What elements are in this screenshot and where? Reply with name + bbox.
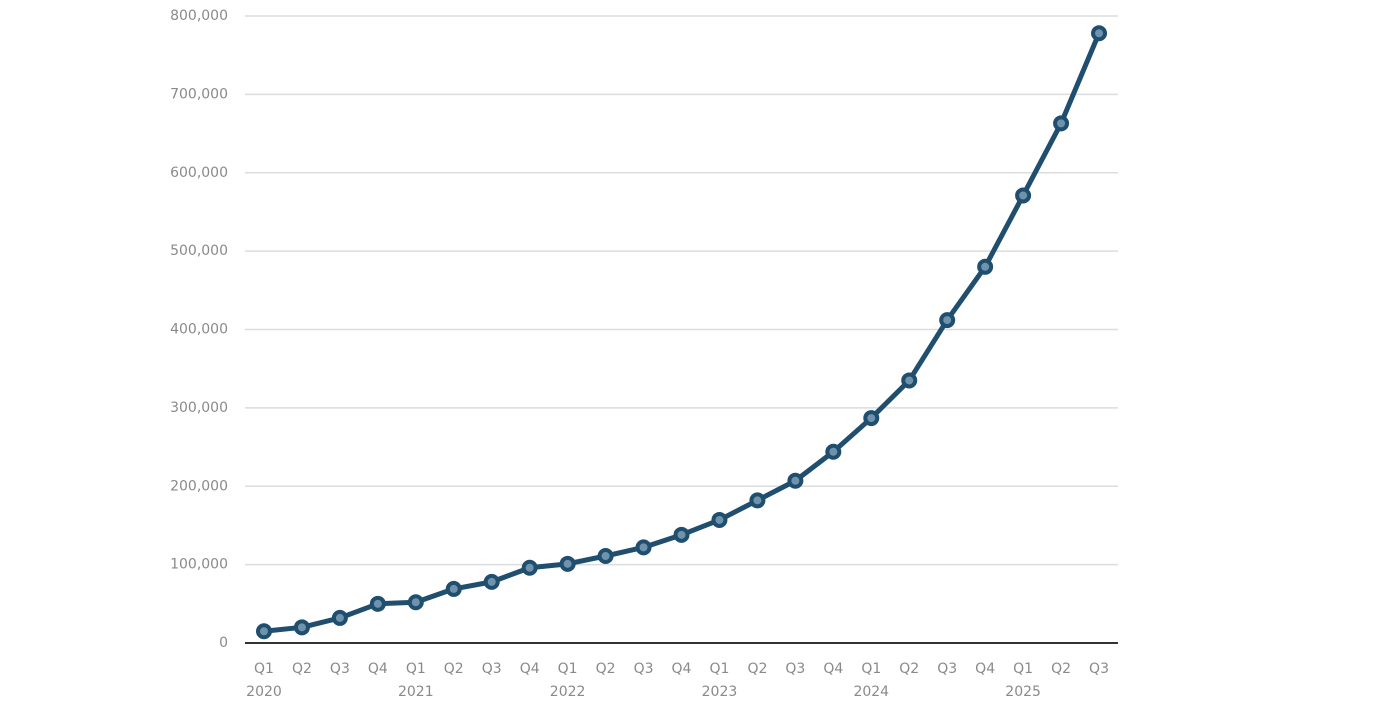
x-tick-label: Q3 <box>937 661 957 677</box>
y-tick-label: 800,000 <box>170 8 228 24</box>
data-point <box>787 472 804 489</box>
x-tick-label: Q4 <box>520 661 540 677</box>
data-point <box>407 594 424 611</box>
x-group-label: 2024 <box>853 684 889 700</box>
x-tick-label: Q4 <box>823 661 843 677</box>
x-tick-label: Q3 <box>482 661 502 677</box>
data-point <box>1053 115 1070 132</box>
x-tick-label: Q1 <box>1013 661 1033 677</box>
x-group-label: 2021 <box>398 684 434 700</box>
x-group-label: 2025 <box>1005 684 1041 700</box>
y-tick-label: 100,000 <box>170 557 228 573</box>
x-tick-label: Q1 <box>558 661 578 677</box>
data-point <box>483 573 500 590</box>
data-point <box>749 492 766 509</box>
data-point <box>1015 187 1032 204</box>
y-tick-label: 300,000 <box>170 400 228 416</box>
data-point <box>825 443 842 460</box>
data-point <box>901 372 918 389</box>
data-point <box>559 555 576 572</box>
x-tick-label: Q1 <box>406 661 426 677</box>
data-point <box>939 312 956 329</box>
x-tick-label: Q2 <box>1051 661 1071 677</box>
x-tick-label: Q1 <box>254 661 274 677</box>
x-group-label: 2022 <box>550 684 586 700</box>
y-tick-label: 400,000 <box>170 322 228 338</box>
x-tick-label: Q3 <box>634 661 654 677</box>
data-point <box>521 559 538 576</box>
data-point <box>255 623 272 640</box>
x-tick-label: Q3 <box>330 661 350 677</box>
y-tick-label: 0 <box>219 635 228 651</box>
x-tick-label: Q2 <box>292 661 312 677</box>
data-point <box>369 595 386 612</box>
x-tick-label: Q3 <box>785 661 805 677</box>
y-tick-label: 700,000 <box>170 86 228 102</box>
x-tick-label: Q4 <box>368 661 388 677</box>
y-tick-label: 600,000 <box>170 165 228 181</box>
x-tick-label: Q3 <box>1089 661 1109 677</box>
data-point <box>445 580 462 597</box>
x-tick-label: Q2 <box>899 661 919 677</box>
x-tick-label: Q1 <box>709 661 729 677</box>
x-tick-label: Q2 <box>747 661 767 677</box>
x-tick-label: Q4 <box>672 661 692 677</box>
x-tick-label: Q2 <box>444 661 464 677</box>
x-tick-label: Q2 <box>596 661 616 677</box>
x-tick-label: Q1 <box>861 661 881 677</box>
data-point <box>1091 25 1108 42</box>
x-group-label: 2020 <box>246 684 282 700</box>
data-point <box>711 511 728 528</box>
data-point <box>597 548 614 565</box>
data-point <box>635 539 652 556</box>
data-point <box>863 410 880 427</box>
y-tick-label: 500,000 <box>170 243 228 259</box>
data-point <box>293 619 310 636</box>
data-point <box>673 526 690 543</box>
x-group-label: 2023 <box>702 684 738 700</box>
x-tick-label: Q4 <box>975 661 995 677</box>
data-point <box>977 258 994 275</box>
data-point <box>331 609 348 626</box>
y-tick-label: 200,000 <box>170 478 228 494</box>
